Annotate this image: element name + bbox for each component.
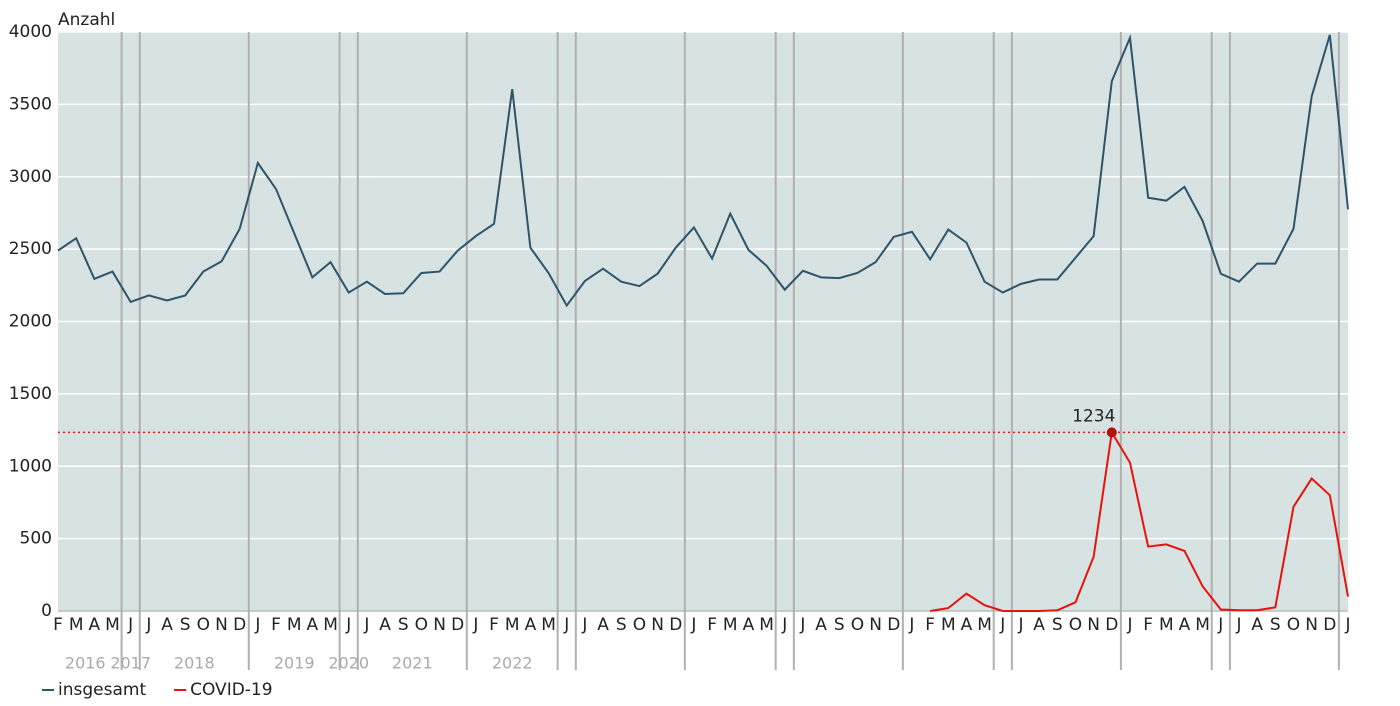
x-tick-label: J — [908, 615, 914, 635]
x-tick-label: M — [941, 615, 956, 635]
y-tick-label: 3500 — [9, 94, 52, 114]
x-tick-label: J — [581, 615, 587, 635]
x-tick-label: J — [1344, 615, 1350, 635]
x-tick-label: J — [563, 615, 569, 635]
x-tick-label: D — [887, 615, 900, 635]
x-tick-label: F — [489, 615, 499, 635]
x-tick-label: O — [1287, 615, 1300, 635]
y-tick-label: 0 — [41, 601, 52, 621]
x-tick-label: M — [977, 615, 992, 635]
x-tick-label: J — [254, 615, 260, 635]
year-label: 2016 — [65, 654, 106, 673]
x-tick-label: J — [999, 615, 1005, 635]
x-tick-label: A — [815, 615, 827, 635]
x-tick-label: D — [669, 615, 682, 635]
x-tick-label: F — [925, 615, 935, 635]
year-label: 2020 — [328, 654, 369, 673]
annotation-dot — [1106, 427, 1117, 438]
x-tick-label: J — [345, 615, 351, 635]
year-label: 2022 — [492, 654, 533, 673]
x-tick-label: M — [69, 615, 84, 635]
year-label: 2018 — [174, 654, 215, 673]
x-tick-label: J — [1126, 615, 1132, 635]
legend-label: COVID-19 — [190, 680, 272, 700]
x-tick-label: N — [1305, 615, 1318, 635]
annotation-label: 1234 — [1072, 406, 1115, 426]
series-line — [929, 429, 1349, 612]
x-tick-label: A — [1251, 615, 1263, 635]
x-tick-label: D — [1323, 615, 1336, 635]
x-tick-label: J — [363, 615, 369, 635]
y-tick-label: 1000 — [9, 456, 52, 476]
x-tick-label: J — [781, 615, 787, 635]
y-tick-label: 2000 — [9, 312, 52, 332]
x-tick-label: S — [616, 615, 627, 635]
x-tick-label: J — [1217, 615, 1223, 635]
x-tick-label: D — [451, 615, 464, 635]
x-tick-label: D — [233, 615, 246, 635]
x-tick-label: M — [759, 615, 774, 635]
x-tick-label: S — [1270, 615, 1281, 635]
x-tick-label: O — [1069, 615, 1082, 635]
x-tick-label: F — [53, 615, 63, 635]
x-tick-label: S — [180, 615, 191, 635]
x-tick-label: J — [1017, 615, 1023, 635]
x-tick-label: O — [415, 615, 428, 635]
x-tick-label: A — [1033, 615, 1045, 635]
x-tick-label: J — [799, 615, 805, 635]
y-tick-label: 500 — [20, 529, 52, 549]
x-tick-label: O — [197, 615, 210, 635]
y-tick-label: 3000 — [9, 167, 52, 187]
x-tick-label: M — [505, 615, 520, 635]
x-tick-label: M — [287, 615, 302, 635]
x-tick-label: J — [690, 615, 696, 635]
x-tick-label: O — [633, 615, 646, 635]
legend-label: insgesamt — [58, 680, 146, 700]
x-tick-label: A — [597, 615, 609, 635]
x-tick-label: A — [525, 615, 537, 635]
x-tick-label: A — [1179, 615, 1191, 635]
x-tick-label: F — [1143, 615, 1153, 635]
x-tick-label: M — [105, 615, 120, 635]
x-tick-label: O — [851, 615, 864, 635]
x-tick-label: A — [89, 615, 101, 635]
x-tick-label: F — [707, 615, 717, 635]
y-tick-label: 2500 — [9, 239, 52, 259]
y-tick-label: 4000 — [9, 22, 52, 42]
x-tick-label: M — [1159, 615, 1174, 635]
x-tick-label: J — [127, 615, 133, 635]
year-label: 2019 — [274, 654, 315, 673]
series-line — [57, 33, 1349, 308]
x-tick-label: S — [834, 615, 845, 635]
x-tick-label: A — [161, 615, 173, 635]
x-tick-label: D — [1105, 615, 1118, 635]
y-tick-label: 1500 — [9, 384, 52, 404]
x-tick-label: A — [961, 615, 973, 635]
x-tick-label: F — [271, 615, 281, 635]
x-tick-label: S — [398, 615, 409, 635]
x-tick-label: N — [215, 615, 228, 635]
x-tick-label: J — [472, 615, 478, 635]
x-tick-label: M — [723, 615, 738, 635]
x-tick-label: J — [1235, 615, 1241, 635]
x-tick-label: A — [743, 615, 755, 635]
x-tick-label: M — [541, 615, 556, 635]
x-tick-label: M — [323, 615, 338, 635]
x-tick-label: M — [1195, 615, 1210, 635]
x-tick-label: N — [433, 615, 446, 635]
year-label: 2017 — [110, 654, 151, 673]
x-tick-label: S — [1052, 615, 1063, 635]
x-tick-label: A — [307, 615, 319, 635]
y-axis-label: Anzahl — [58, 10, 115, 30]
x-tick-label: N — [1087, 615, 1100, 635]
x-tick-label: N — [869, 615, 882, 635]
x-tick-label: N — [651, 615, 664, 635]
year-label: 2021 — [392, 654, 433, 673]
x-tick-label: A — [379, 615, 391, 635]
x-tick-label: J — [145, 615, 151, 635]
